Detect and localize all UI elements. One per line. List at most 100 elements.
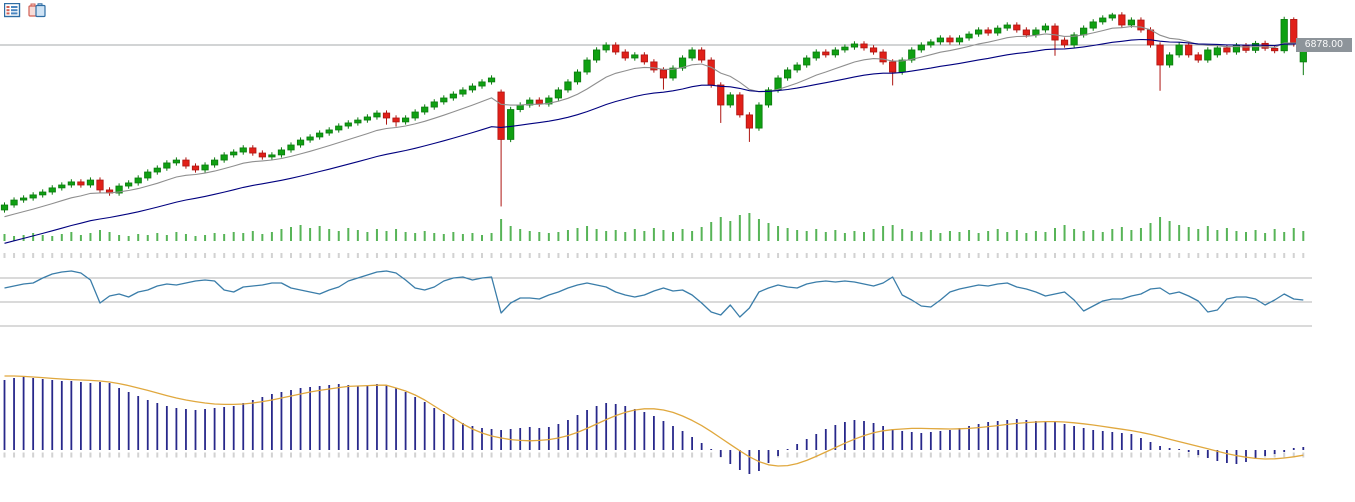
volume-bar xyxy=(824,232,827,241)
ma-slow-line xyxy=(4,38,1304,244)
candle xyxy=(58,184,66,189)
volume-bar xyxy=(385,231,388,241)
volume-bar xyxy=(1073,229,1076,241)
candle xyxy=(831,49,839,56)
candle xyxy=(363,116,372,121)
volume-bar xyxy=(1063,225,1066,241)
volume-bar xyxy=(395,229,398,241)
candle xyxy=(449,93,457,99)
candle xyxy=(440,97,448,103)
volume-bar xyxy=(156,233,159,241)
candle xyxy=(764,89,773,106)
candle xyxy=(182,159,190,167)
volume-bar xyxy=(872,229,875,241)
candle xyxy=(1108,14,1116,19)
volume-bar xyxy=(882,226,885,241)
candle xyxy=(1156,44,1164,66)
candle xyxy=(688,49,696,59)
volume-bar xyxy=(691,231,694,241)
volume-bar xyxy=(175,232,178,241)
candle xyxy=(784,69,792,79)
volume-bar xyxy=(290,227,292,241)
volume-bar xyxy=(1139,228,1142,241)
volume-bar xyxy=(481,235,483,241)
candle xyxy=(134,177,142,184)
volume-bar xyxy=(796,230,799,241)
volume-bar xyxy=(519,229,522,241)
candle xyxy=(382,112,391,119)
volume-bar xyxy=(232,232,235,241)
volume-bar xyxy=(70,232,73,241)
candle xyxy=(287,144,295,151)
candle xyxy=(1089,21,1097,29)
volume-bar xyxy=(60,234,63,241)
volume-bar xyxy=(757,219,760,241)
volume-bar xyxy=(853,231,856,241)
volume-bar xyxy=(1015,230,1018,241)
volume-bar xyxy=(710,222,713,241)
candle xyxy=(77,181,85,186)
volume-bar xyxy=(32,233,35,241)
volume-bar xyxy=(576,228,579,241)
candle xyxy=(583,59,591,73)
volume-bar xyxy=(681,229,684,241)
volume-bar xyxy=(605,231,608,241)
candle xyxy=(277,149,286,156)
candle xyxy=(669,67,677,79)
volume-bar xyxy=(1006,232,1009,241)
volume-bar xyxy=(194,236,197,241)
volume-bar xyxy=(414,233,417,241)
volume-bar xyxy=(996,229,999,241)
candle xyxy=(621,51,629,59)
candle xyxy=(879,51,887,63)
volume-bar xyxy=(270,232,273,241)
volume-panel xyxy=(3,213,1305,241)
candle xyxy=(19,197,28,201)
volume-bar xyxy=(337,231,340,241)
candle xyxy=(1175,44,1183,56)
candle xyxy=(554,89,563,99)
volume-bar xyxy=(1044,232,1047,241)
candle xyxy=(373,112,381,118)
volume-bar xyxy=(1159,217,1162,241)
volume-bar xyxy=(719,217,722,241)
volume-bar xyxy=(1302,231,1305,241)
volume-bar xyxy=(700,227,703,241)
candle xyxy=(736,94,744,116)
volume-bar xyxy=(777,226,780,241)
volume-bar xyxy=(433,233,436,241)
candle xyxy=(220,154,228,161)
ma-fast-line xyxy=(4,25,1304,218)
candle xyxy=(535,99,543,105)
volume-bar xyxy=(280,229,283,241)
candle xyxy=(1127,19,1135,26)
volume-bar xyxy=(127,236,130,241)
volume-bar xyxy=(1101,232,1104,241)
candle xyxy=(497,91,505,140)
candle xyxy=(936,37,945,43)
quote-list-icon[interactable] xyxy=(3,2,21,18)
volume-bar xyxy=(309,228,312,241)
volume-bar xyxy=(624,232,627,241)
volume-bar xyxy=(652,228,655,241)
volume-bar xyxy=(51,236,54,241)
candle xyxy=(335,125,343,131)
candle xyxy=(984,29,992,34)
volume-bar xyxy=(643,231,646,241)
candle xyxy=(1051,25,1059,41)
volume-bar xyxy=(251,231,254,241)
candle xyxy=(659,69,668,79)
oscillator-panel xyxy=(4,270,1304,318)
volume-bar xyxy=(566,230,569,241)
volume-bar xyxy=(1149,223,1152,241)
volume-bar xyxy=(137,234,140,241)
volume-bar xyxy=(662,230,665,241)
volume-bar xyxy=(1092,230,1095,241)
candle xyxy=(612,44,620,53)
chart-windows-icon[interactable] xyxy=(28,3,46,18)
volume-bar xyxy=(299,225,302,241)
candle xyxy=(86,179,95,186)
volume-bar xyxy=(108,232,111,241)
volume-bar xyxy=(366,232,369,241)
